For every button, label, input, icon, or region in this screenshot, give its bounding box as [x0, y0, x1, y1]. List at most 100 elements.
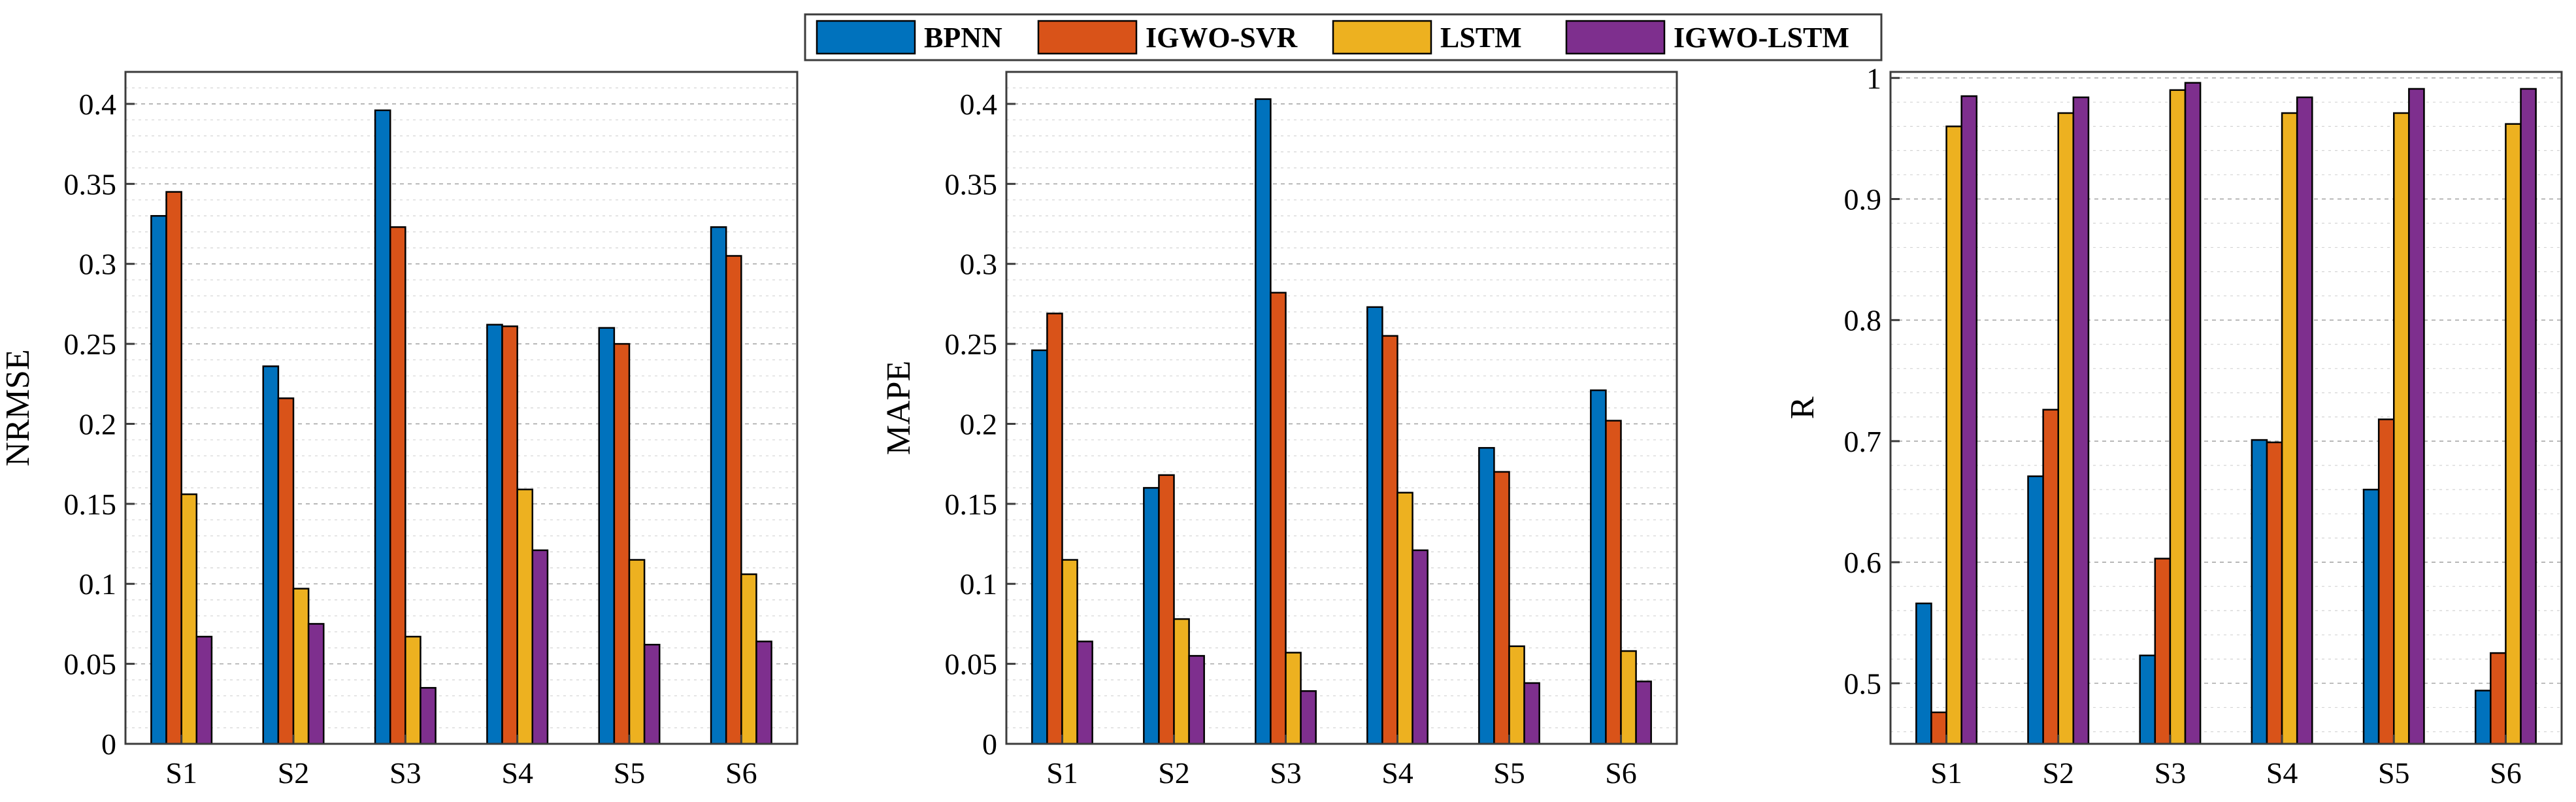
y-tick-label: 0: [982, 727, 997, 761]
y-tick-label: 0.05: [945, 648, 998, 681]
bar-r-igwo-lstm-s2: [2072, 96, 2090, 745]
y-tick-label: 0.25: [945, 327, 998, 361]
legend-label-igwo-svr: IGWO-SVR: [1146, 22, 1298, 54]
chart-panel-mape: 0 0.05 0.1 0.15 0.2 0.25 0.3 0.35 0.4 S1 S2 S3 S4 S5 S…: [880, 71, 1678, 790]
bar-r-igwo-lstm-s1: [1960, 95, 1978, 745]
y-tick-label: 0.2: [79, 407, 117, 441]
axes-frame: [1889, 71, 2563, 745]
bar-r-lstm-s4: [2281, 112, 2298, 745]
x-tick-label-s5: S5: [614, 756, 646, 790]
y-tick-label: 0.4: [960, 88, 998, 121]
bar-mape-lstm-s2: [1173, 618, 1190, 745]
bar-nrmse-igwo-svr-s1: [165, 191, 182, 745]
bar-mape-bpnn-s1: [1031, 349, 1048, 745]
y-tick-label: 0.7: [1844, 425, 1882, 458]
x-tick-label-s5: S5: [1493, 756, 1525, 790]
y-tick-label: 0.8: [1844, 304, 1882, 337]
bar-mape-igwo-svr-s5: [1493, 471, 1510, 745]
bar-r-igwo-lstm-s3: [2184, 82, 2202, 745]
bar-mape-igwo-lstm-s3: [1300, 690, 1317, 745]
y-tick-label: 0.25: [64, 327, 117, 361]
y-tick-label: 0.3: [960, 248, 998, 281]
bar-nrmse-igwo-lstm-s5: [643, 643, 661, 745]
x-tick-label-s4: S4: [1381, 756, 1413, 790]
legend-swatch-lstm: [1332, 20, 1432, 55]
legend: BPNN IGWO-SVR LSTM IGWO-LSTM: [804, 13, 1883, 61]
axes-frame: [1005, 71, 1678, 745]
bar-r-bpnn-s5: [2362, 488, 2380, 745]
bar-r-lstm-s3: [2169, 89, 2187, 745]
x-tick-label-s4: S4: [2266, 756, 2298, 790]
bar-nrmse-lstm-s3: [405, 635, 421, 745]
y-tick-label: 0.05: [64, 648, 117, 681]
x-tick-label-s6: S6: [1605, 756, 1637, 790]
y-tick-label: 0.6: [1844, 546, 1882, 579]
x-tick-label-s2: S2: [2042, 756, 2074, 790]
bar-r-igwo-lstm-s5: [2408, 88, 2425, 745]
bar-r-lstm-s5: [2393, 112, 2410, 745]
x-tick-label-s3: S3: [1270, 756, 1302, 790]
bar-mape-igwo-lstm-s2: [1188, 655, 1205, 745]
bar-nrmse-lstm-s4: [516, 488, 534, 745]
bar-nrmse-bpnn-s6: [710, 226, 727, 745]
x-tick-label-s6: S6: [725, 756, 757, 790]
chart-panel-nrmse: 0 0.05 0.1 0.15 0.2 0.25 0.3 0.35 0.4 S1 S2 S3 S4 S5 S…: [0, 71, 799, 790]
legend-label-bpnn: BPNN: [924, 22, 1002, 54]
x-tick-label-s2: S2: [278, 756, 310, 790]
bar-nrmse-lstm-s6: [740, 573, 757, 745]
bar-nrmse-igwo-svr-s4: [501, 325, 518, 745]
legend-label-lstm: LSTM: [1440, 22, 1522, 54]
x-tick-label-s1: S1: [1046, 756, 1078, 790]
bar-mape-lstm-s4: [1396, 492, 1413, 745]
bar-mape-bpnn-s3: [1255, 98, 1272, 745]
legend-swatch-igwo-svr: [1037, 20, 1138, 55]
y-axis-label-nrmse: NRMSE: [0, 349, 37, 466]
bar-mape-igwo-lstm-s4: [1412, 549, 1428, 745]
y-axis-label-mape: MAPE: [880, 361, 917, 455]
y-tick-label: 0: [101, 727, 116, 761]
x-tick-label-s4: S4: [501, 756, 533, 790]
x-tick-label-s3: S3: [389, 756, 421, 790]
bar-nrmse-igwo-svr-s3: [389, 226, 406, 745]
bar-r-bpnn-s6: [2474, 690, 2492, 745]
bar-mape-igwo-svr-s1: [1046, 312, 1063, 745]
bar-mape-bpnn-s5: [1478, 446, 1495, 745]
bar-nrmse-igwo-lstm-s4: [531, 549, 549, 745]
x-tick-label-s1: S1: [165, 756, 197, 790]
bar-r-igwo-svr-s4: [2266, 441, 2283, 745]
bar-nrmse-bpnn-s2: [262, 365, 280, 745]
bar-mape-lstm-s3: [1285, 652, 1302, 745]
bar-mape-igwo-lstm-s5: [1523, 682, 1540, 745]
bar-r-bpnn-s4: [2251, 439, 2268, 745]
bar-nrmse-bpnn-s5: [598, 327, 616, 745]
bar-mape-igwo-svr-s4: [1381, 335, 1398, 745]
y-tick-label: 1: [1866, 61, 1881, 95]
bar-nrmse-bpnn-s1: [150, 215, 167, 745]
bar-r-lstm-s6: [2505, 123, 2522, 745]
bar-r-igwo-svr-s6: [2490, 652, 2507, 745]
bar-mape-lstm-s5: [1508, 645, 1525, 745]
bar-nrmse-igwo-lstm-s3: [420, 687, 437, 745]
axes-frame: [124, 71, 799, 745]
y-axis-label-r: R: [1784, 396, 1821, 419]
bar-nrmse-lstm-s1: [180, 493, 198, 745]
bar-mape-bpnn-s2: [1143, 487, 1160, 745]
y-tick-label: 0.3: [79, 248, 117, 281]
bar-mape-igwo-lstm-s1: [1076, 641, 1093, 745]
bar-nrmse-igwo-svr-s6: [725, 255, 742, 745]
y-tick-label: 0.2: [960, 407, 998, 441]
bar-r-igwo-svr-s5: [2377, 418, 2395, 745]
legend-swatch-igwo-lstm: [1565, 20, 1666, 55]
bar-nrmse-igwo-lstm-s2: [307, 623, 325, 745]
bar-r-lstm-s1: [1945, 125, 1962, 745]
bar-nrmse-igwo-svr-s5: [613, 343, 631, 745]
bar-r-igwo-svr-s1: [1930, 711, 1947, 745]
y-tick-label: 0.15: [945, 488, 998, 521]
bar-mape-bpnn-s6: [1590, 389, 1607, 745]
x-tick-label-s6: S6: [2490, 756, 2522, 790]
bar-r-igwo-svr-s3: [2154, 558, 2171, 745]
bar-nrmse-igwo-lstm-s1: [195, 635, 213, 745]
x-tick-label-s2: S2: [1158, 756, 1190, 790]
bar-mape-igwo-lstm-s6: [1635, 680, 1652, 745]
x-tick-label-s1: S1: [1930, 756, 1962, 790]
